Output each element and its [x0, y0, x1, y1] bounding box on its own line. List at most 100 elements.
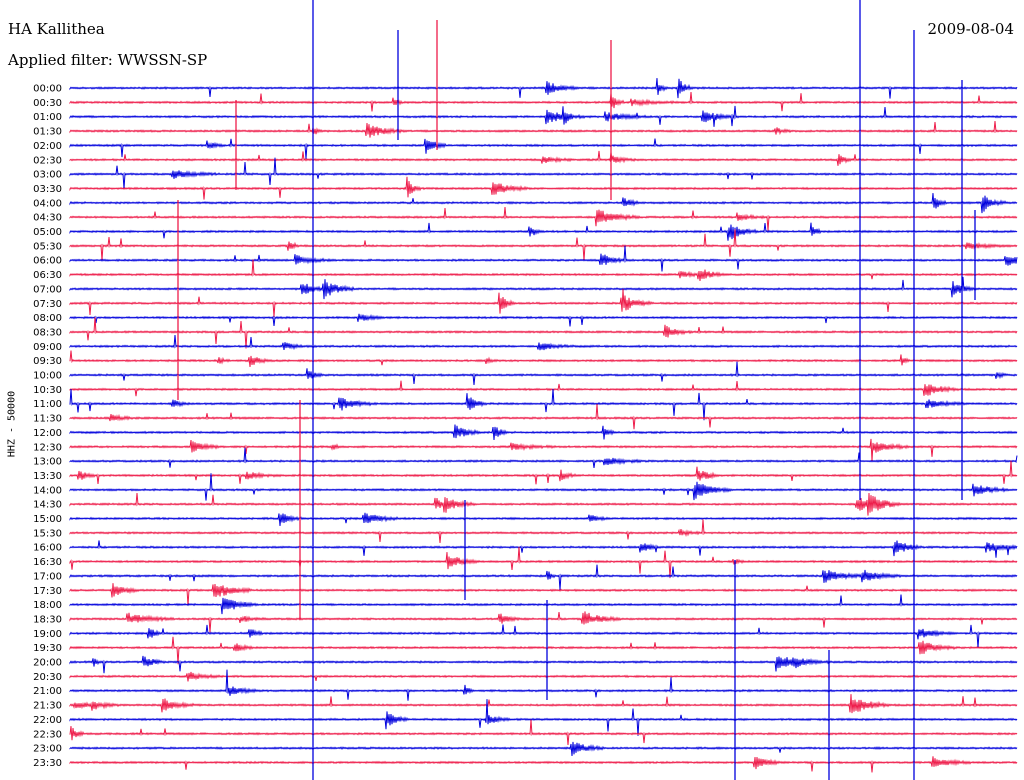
trace-line	[69, 669, 1018, 701]
trace-line	[69, 492, 1018, 516]
trace-line	[69, 120, 1018, 138]
trace-line	[69, 583, 1018, 606]
row-label: 11:00	[33, 399, 62, 410]
trace-line	[69, 655, 1018, 674]
trace-layer	[69, 0, 1018, 780]
row-label: 22:30	[33, 729, 62, 740]
row-label: 01:00	[33, 112, 62, 123]
row-label: 13:00	[33, 457, 62, 468]
trace-line	[69, 288, 1018, 317]
row-label: 09:00	[33, 342, 62, 353]
trace-line	[69, 276, 1018, 300]
trace-line	[69, 259, 1018, 282]
trace-line	[69, 699, 1018, 736]
trace-line	[69, 350, 1018, 367]
row-label: 18:00	[33, 600, 62, 611]
trace-line	[69, 519, 1018, 543]
trace-line	[69, 719, 1018, 745]
trace-line	[69, 317, 1018, 349]
row-label: 03:00	[33, 170, 62, 181]
row-label: 16:00	[33, 543, 62, 554]
row-label: 15:00	[33, 514, 62, 525]
row-label: 02:30	[33, 155, 62, 166]
row-label: 23:00	[33, 744, 62, 755]
row-label: 00:00	[33, 84, 62, 95]
row-label: 18:30	[33, 614, 62, 625]
trace-line	[69, 92, 1018, 112]
row-label: 09:30	[33, 356, 62, 367]
row-label: 16:30	[33, 557, 62, 568]
row-label: 06:00	[33, 256, 62, 267]
trace-line	[69, 245, 1018, 272]
trace-line	[69, 222, 1018, 241]
row-label: 21:30	[33, 701, 62, 712]
trace-line	[69, 624, 1018, 649]
trace-line	[69, 460, 1018, 485]
row-label: 02:00	[33, 141, 62, 152]
row-label: 17:30	[33, 586, 62, 597]
trace-line	[69, 380, 1018, 397]
trace-line	[69, 403, 1018, 430]
row-label: 05:30	[33, 241, 62, 252]
row-label-layer: 00:00 00:30 01:00 01:30 02:00 02:30 03:00 03:30…	[33, 84, 62, 769]
row-label: 10:00	[33, 371, 62, 382]
trace-line	[69, 335, 1018, 351]
trace-line	[69, 546, 1018, 579]
row-label: 05:00	[33, 227, 62, 238]
row-label: 10:30	[33, 385, 62, 396]
trace-line	[69, 564, 1018, 590]
trace-line	[69, 138, 1018, 159]
row-label: 20:00	[33, 658, 62, 669]
trace-line	[69, 207, 1018, 231]
row-label: 01:30	[33, 127, 62, 138]
row-label: 14:30	[33, 500, 62, 511]
row-label: 08:00	[33, 313, 62, 324]
trace-line	[69, 447, 1018, 468]
trace-line	[69, 176, 1018, 200]
trace-line	[69, 438, 1018, 462]
trace-line	[69, 636, 1018, 665]
trace-line	[69, 756, 1018, 773]
row-label: 19:00	[33, 629, 62, 640]
trace-line	[69, 424, 1018, 441]
row-label: 12:00	[33, 428, 62, 439]
trace-line	[69, 671, 1018, 682]
trace-line	[69, 193, 1018, 214]
row-label: 14:00	[33, 485, 62, 496]
trace-line	[69, 157, 1018, 189]
row-label: 04:30	[33, 213, 62, 224]
trace-line	[69, 611, 1018, 633]
row-label: 21:00	[33, 686, 62, 697]
trace-line	[69, 150, 1018, 166]
row-label: 17:00	[33, 571, 62, 582]
row-label: 19:30	[33, 643, 62, 654]
station-title: HA Kallithea	[8, 20, 105, 38]
row-label: 06:30	[33, 270, 62, 281]
trace-line	[69, 78, 1018, 99]
trace-line	[69, 105, 1018, 127]
row-label: 04:00	[33, 198, 62, 209]
trace-line	[69, 229, 1018, 261]
trace-line	[69, 540, 1018, 558]
row-label: 07:30	[33, 299, 62, 310]
trace-line	[69, 694, 1018, 714]
row-label: 00:30	[33, 98, 62, 109]
trace-line	[69, 313, 1018, 327]
row-label: 08:30	[33, 327, 62, 338]
row-label: 22:00	[33, 715, 62, 726]
row-label: 03:30	[33, 184, 62, 195]
trace-line	[69, 388, 1018, 421]
trace-line	[69, 512, 1018, 526]
row-label: 12:30	[33, 442, 62, 453]
plot-date: 2009-08-04	[927, 20, 1014, 38]
row-label: 23:30	[33, 758, 62, 769]
trace-line	[69, 473, 1018, 501]
trace-line	[69, 741, 1018, 757]
row-label: 20:30	[33, 672, 62, 683]
row-label: 13:30	[33, 471, 62, 482]
trace-line	[69, 361, 1018, 386]
trace-line	[69, 594, 1018, 615]
row-label: 07:00	[33, 284, 62, 295]
row-label: 15:30	[33, 528, 62, 539]
